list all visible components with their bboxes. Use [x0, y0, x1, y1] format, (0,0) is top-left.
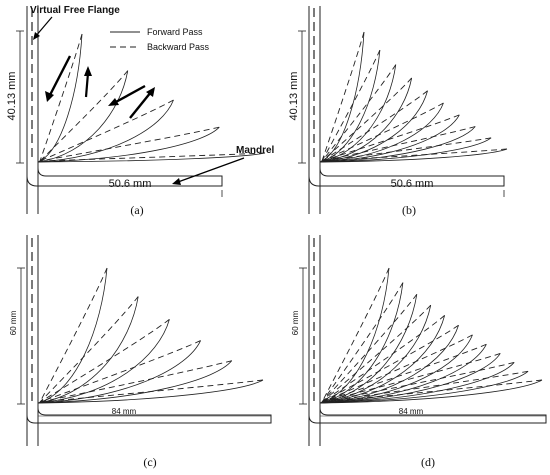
panel-b-tool-paths: [319, 31, 508, 163]
panel-d-width-dimension: 84 mm: [320, 407, 546, 417]
forward-pass-path: [37, 126, 220, 163]
forward-pass-path: [319, 64, 397, 163]
backward-pass-path: [321, 49, 381, 162]
forward-pass-path: [37, 33, 83, 163]
panel-b-width-label: 50.6 mm: [391, 178, 434, 190]
backward-pass-path: [39, 340, 201, 403]
backward-pass-path: [321, 343, 487, 403]
panel-d-height-label: 60 mm: [291, 310, 300, 335]
panel-b-width-dimension: 50.6 mm: [319, 178, 505, 197]
backward-pass-path: [321, 362, 515, 403]
forward-pass-path: [319, 353, 501, 404]
backward-pass-path: [321, 304, 432, 403]
backward-pass-path: [39, 152, 266, 162]
panel-c-caption: (c): [143, 455, 156, 469]
backward-pass-path: [321, 315, 445, 403]
forward-pass-path: [37, 152, 266, 163]
panel-a: 40.13 mm 50.6 mm Forward Pass Backward P…: [6, 5, 275, 217]
forward-pass-path: [319, 370, 529, 404]
backward-pass-path: [39, 360, 232, 403]
panel-c-width-dimension: 84 mm: [38, 407, 271, 417]
backward-pass-path: [321, 353, 501, 403]
backward-pass-path: [39, 70, 129, 162]
legend-backward-label: Backward Pass: [147, 42, 210, 52]
backward-pass-path: [39, 296, 139, 403]
forward-pass-path: [37, 267, 108, 404]
panel-c-tool-paths: [37, 267, 264, 404]
backward-pass-path: [321, 148, 508, 162]
panel-a-width-dimension: 50.6 mm: [37, 178, 223, 197]
panel-a-height-dimension: 40.13 mm: [6, 30, 24, 164]
forward-pass-path: [319, 294, 418, 404]
legend: Forward Pass Backward Pass: [110, 27, 210, 52]
backward-pass-path: [321, 334, 473, 403]
forward-pass-path: [37, 319, 170, 404]
forward-pass-path: [37, 360, 233, 404]
backward-pass-path: [321, 137, 492, 162]
forward-pass-path: [319, 379, 543, 404]
backward-pass-path: [321, 324, 459, 403]
panel-a-height-label: 40.13 mm: [6, 72, 18, 121]
forward-pass-path: [319, 126, 476, 163]
panel-c: 60 mm 84 mm (c): [9, 235, 272, 469]
panel-b-height-dimension: 40.13 mm: [288, 30, 306, 164]
forward-pass-path: [319, 305, 432, 404]
forward-pass-path: [319, 325, 459, 404]
panel-d: 60 mm 84 mm (d): [291, 235, 547, 469]
forward-pass-path: [37, 70, 129, 163]
forward-pass-path: [319, 362, 515, 404]
backward-pass-path: [321, 370, 529, 403]
panel-d-mandrel: [308, 402, 547, 424]
backward-pass-path: [321, 77, 413, 162]
panel-b-mandrel: [308, 160, 505, 187]
backward-pass-path: [39, 126, 220, 162]
panel-a-width-label: 50.6 mm: [109, 178, 152, 190]
panel-b-caption: (b): [402, 203, 416, 217]
mandrel-label: Mandrel: [236, 145, 275, 156]
forward-pass-path: [319, 137, 492, 163]
forward-pass-path: [319, 148, 508, 163]
forward-pass-path: [37, 379, 264, 404]
panel-b: 40.13 mm 50.6 mm (b): [288, 6, 508, 217]
panel-a-mandrel: [26, 160, 223, 187]
panel-d-flange-walls: [308, 235, 321, 446]
virtual-flange-label: Virtual Free Flange: [30, 5, 120, 16]
backward-pass-path: [321, 267, 390, 403]
backward-pass-path: [321, 294, 418, 403]
panel-d-height-dimension: 60 mm: [291, 267, 307, 405]
panel-c-height-dimension: 60 mm: [9, 267, 25, 405]
forward-pass-path: [319, 77, 413, 163]
panel-c-height-label: 60 mm: [9, 310, 18, 335]
panel-c-mandrel: [26, 402, 272, 424]
forward-pass-path: [319, 315, 446, 404]
panel-a-tool-paths: [37, 33, 266, 163]
backward-pass-path: [39, 33, 83, 162]
backward-pass-path: [321, 90, 428, 162]
panel-c-width-label: 84 mm: [112, 407, 137, 416]
panel-c-flange-walls: [26, 235, 39, 446]
forward-pass-path: [37, 99, 174, 163]
backward-pass-path: [321, 64, 397, 162]
panel-a-caption: (a): [130, 203, 143, 217]
forward-pass-path: [319, 344, 487, 404]
forward-pass-path: [37, 340, 201, 404]
backward-pass-path: [39, 99, 174, 162]
backward-pass-path: [321, 379, 543, 403]
backward-pass-path: [321, 102, 444, 162]
legend-forward-label: Forward Pass: [147, 27, 203, 37]
panel-a-direction-arrows: [45, 55, 155, 119]
forward-pass-path: [319, 90, 428, 163]
panel-d-width-label: 84 mm: [399, 407, 424, 416]
backward-pass-path: [321, 126, 476, 162]
backward-pass-path: [321, 31, 365, 162]
panel-b-height-label: 40.13 mm: [288, 72, 300, 121]
backward-pass-path: [39, 267, 108, 403]
panel-d-tool-paths: [319, 267, 543, 404]
panel-d-caption: (d): [421, 455, 435, 469]
backward-pass-path: [321, 282, 404, 403]
backward-pass-path: [39, 319, 170, 403]
forward-pass-path: [37, 296, 139, 404]
backward-pass-path: [39, 379, 264, 403]
